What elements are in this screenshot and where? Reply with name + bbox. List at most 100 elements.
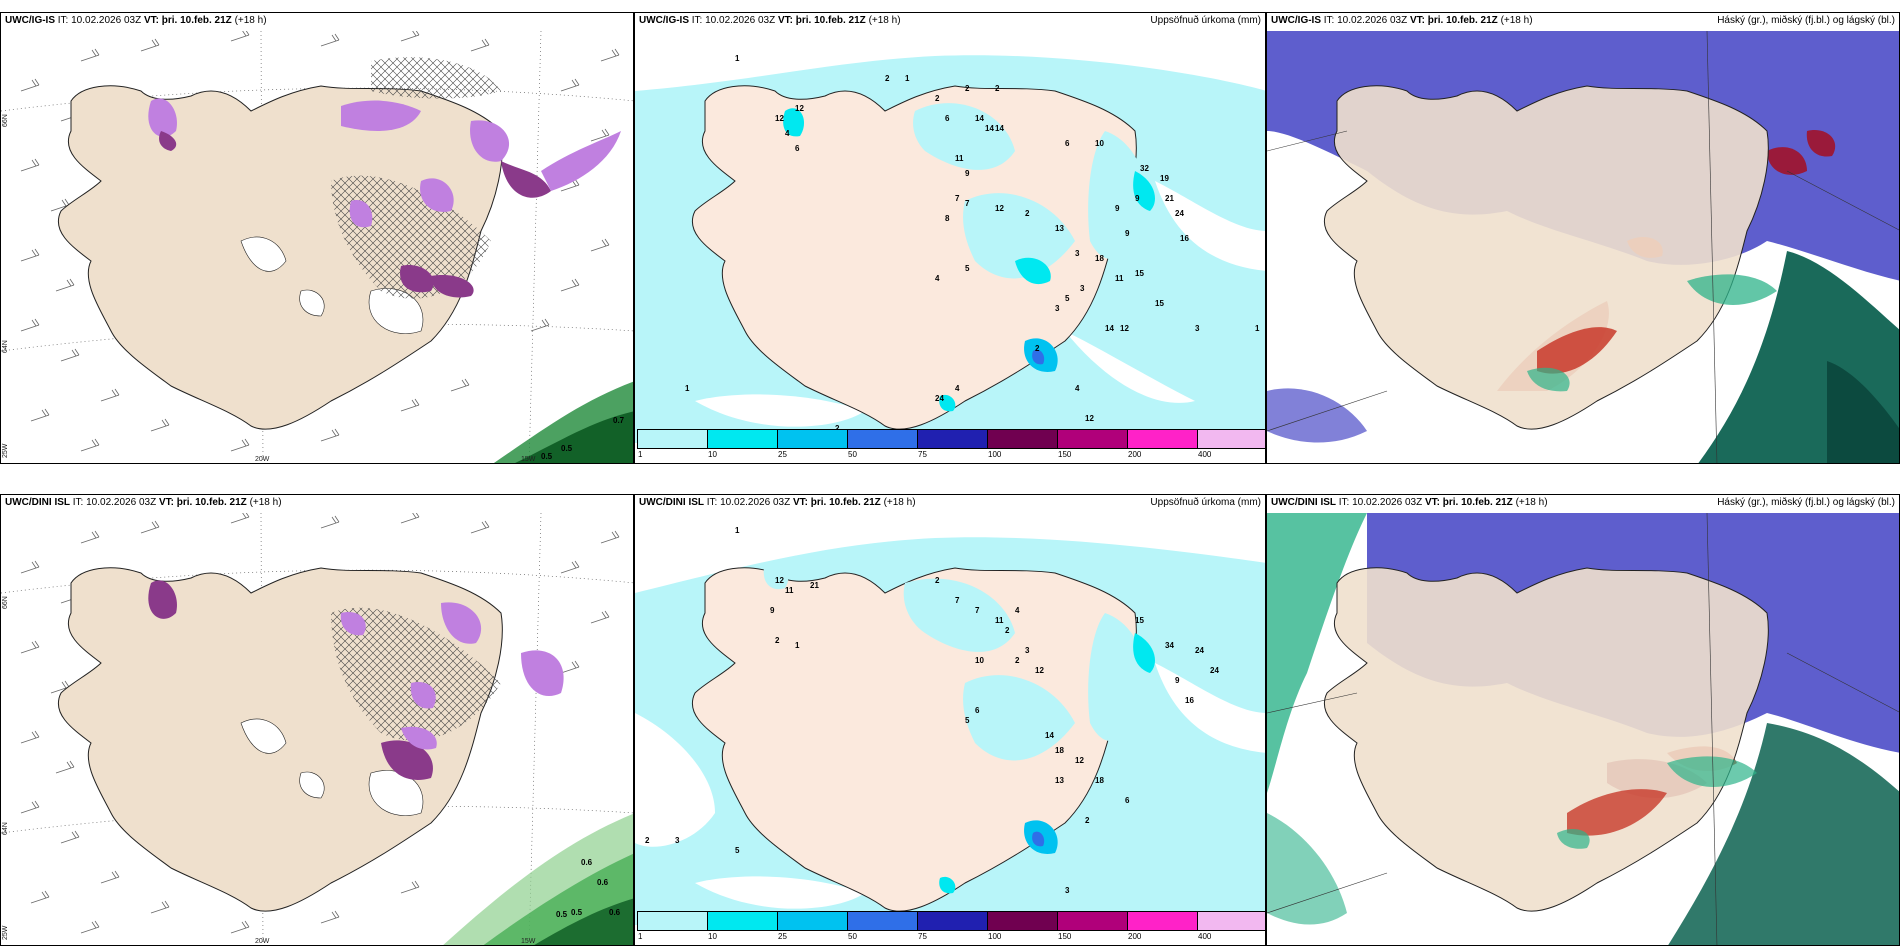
legend-swatch: 1: [638, 430, 708, 459]
precip-value: 11: [995, 616, 1004, 625]
precip-value: 6: [1125, 796, 1130, 805]
legend-tick-label: 25: [778, 932, 787, 941]
precip-value: 4: [1015, 606, 1020, 615]
precip-value: 3: [1080, 284, 1085, 293]
precip-legend: 1 10 25 50 75 100 150 200 400: [637, 911, 1265, 941]
legend-swatch: 150: [1058, 430, 1128, 459]
precip-value: 6: [945, 114, 950, 123]
legend-swatch: 100: [988, 912, 1058, 941]
map-snow-wind-bottom: 66N 64N 20W 15W 25W 0.6 0.6 0.5 0.5 0.6: [1, 513, 633, 945]
precip-value: 16: [1185, 696, 1194, 705]
legend-tick-label: 75: [918, 932, 927, 941]
svg-text:15W: 15W: [521, 938, 536, 945]
precip-value: 14: [975, 114, 984, 123]
svg-text:15W: 15W: [521, 456, 536, 463]
precip-value: 21: [1165, 194, 1174, 203]
precip-value: 7: [955, 194, 960, 203]
legend-tick-label: 75: [918, 450, 927, 459]
precip-value: 10: [1095, 139, 1104, 148]
precip-value: 9: [1115, 204, 1120, 213]
precip-value: 12: [775, 576, 784, 585]
panel-title: UWC/DINI ISL IT: 10.02.2026 03Z VT: þri.…: [3, 497, 284, 508]
panel-top-right-clouds: UWC/IG-IS IT: 10.02.2026 03Z VT: þri. 10…: [1266, 12, 1900, 464]
precip-value: 2: [935, 576, 940, 585]
precip-value: 14: [1045, 731, 1054, 740]
precip-value: 34: [1165, 641, 1174, 650]
panel-title: UWC/IG-IS IT: 10.02.2026 03Z VT: þri. 10…: [1269, 15, 1535, 26]
legend-tick-label: 400: [1198, 450, 1212, 459]
precip-value: 14: [995, 124, 1004, 133]
precip-value: 11: [955, 154, 964, 163]
precip-value: 24: [1195, 646, 1204, 655]
precip-value: 4: [785, 129, 790, 138]
panel-subtitle: Uppsöfnuð úrkoma (mm): [1150, 15, 1261, 26]
precip-value: 24: [1210, 666, 1219, 675]
precip-value: 7: [965, 199, 970, 208]
precip-value: 9: [1125, 229, 1130, 238]
legend-swatch: 400: [1198, 912, 1265, 941]
panel-top-middle-precip: UWC/IG-IS IT: 10.02.2026 03Z VT: þri. 10…: [634, 12, 1266, 464]
svg-text:66N: 66N: [2, 114, 9, 127]
legend-swatch: 25: [778, 912, 848, 941]
legend-swatch: 10: [708, 912, 778, 941]
precip-value: 10: [975, 656, 984, 665]
precip-value: 6: [1065, 139, 1070, 148]
precip-value: 4: [955, 384, 960, 393]
legend-tick-label: 200: [1128, 450, 1142, 459]
precip-value-labels: 1121121921277111042312265153424924161418…: [645, 526, 1219, 920]
panel-title: UWC/IG-IS IT: 10.02.2026 03Z VT: þri. 10…: [3, 15, 269, 26]
map-precip-bottom: 1121121921277111042312265153424924161418…: [635, 513, 1265, 925]
precip-value: 2: [1085, 816, 1090, 825]
map-clouds-bottom: [1267, 513, 1899, 945]
precip-value: 5: [965, 716, 970, 725]
precip-value: 9: [1135, 194, 1140, 203]
legend-tick-label: 1: [638, 932, 643, 941]
panel-top-left-snow-wind: UWC/IG-IS IT: 10.02.2026 03Z VT: þri. 10…: [0, 12, 634, 464]
legend-swatch: 1: [638, 912, 708, 941]
svg-text:20W: 20W: [255, 938, 270, 945]
precip-value: 3: [1075, 249, 1080, 258]
legend-tick-label: 400: [1198, 932, 1212, 941]
precip-value: 2: [1005, 626, 1010, 635]
legend-swatch: 75: [918, 912, 988, 941]
precip-value: 2: [965, 84, 970, 93]
precip-value: 8: [945, 214, 950, 223]
precip-value: 12: [795, 104, 804, 113]
precip-value: 12: [1075, 756, 1084, 765]
precip-value: 2: [645, 836, 650, 845]
panel-title: UWC/IG-IS IT: 10.02.2026 03Z VT: þri. 10…: [637, 15, 903, 26]
precip-value: 13: [1055, 224, 1064, 233]
precip-value: 18: [1095, 776, 1104, 785]
svg-text:0.6: 0.6: [597, 878, 609, 887]
precip-value: 15: [1135, 269, 1144, 278]
svg-text:0.5: 0.5: [556, 910, 568, 919]
svg-text:25W: 25W: [2, 925, 9, 940]
precip-value: 12: [1035, 666, 1044, 675]
legend-tick-label: 150: [1058, 932, 1072, 941]
precip-value: 16: [1180, 234, 1189, 243]
precip-value: 6: [795, 144, 800, 153]
precip-legend: 1 10 25 50 75 100 150 200 400: [637, 429, 1265, 459]
svg-text:0.5: 0.5: [571, 908, 583, 917]
precip-value: 6: [975, 706, 980, 715]
precip-value: 1: [905, 74, 910, 83]
precip-value: 15: [1135, 616, 1144, 625]
precip-value: 2: [995, 84, 1000, 93]
precip-value: 21: [810, 581, 819, 590]
precip-value: 2: [885, 74, 890, 83]
precip-value: 5: [965, 264, 970, 273]
precip-value: 3: [1025, 646, 1030, 655]
precip-value: 9: [770, 606, 775, 615]
legend-tick-label: 200: [1128, 932, 1142, 941]
precip-value: 32: [1140, 164, 1149, 173]
precip-value: 12: [1120, 324, 1129, 333]
precip-value: 18: [1055, 746, 1064, 755]
precip-value: 24: [935, 394, 944, 403]
svg-text:25W: 25W: [2, 443, 9, 458]
legend-swatch: 200: [1128, 912, 1198, 941]
precip-value: 12: [995, 204, 1004, 213]
panel-subtitle: Háský (gr.), miðský (fj.bl.) og lágský (…: [1717, 497, 1895, 508]
precip-value: 1: [735, 526, 740, 535]
precip-value: 11: [785, 586, 794, 595]
precip-value: 19: [1160, 174, 1169, 183]
